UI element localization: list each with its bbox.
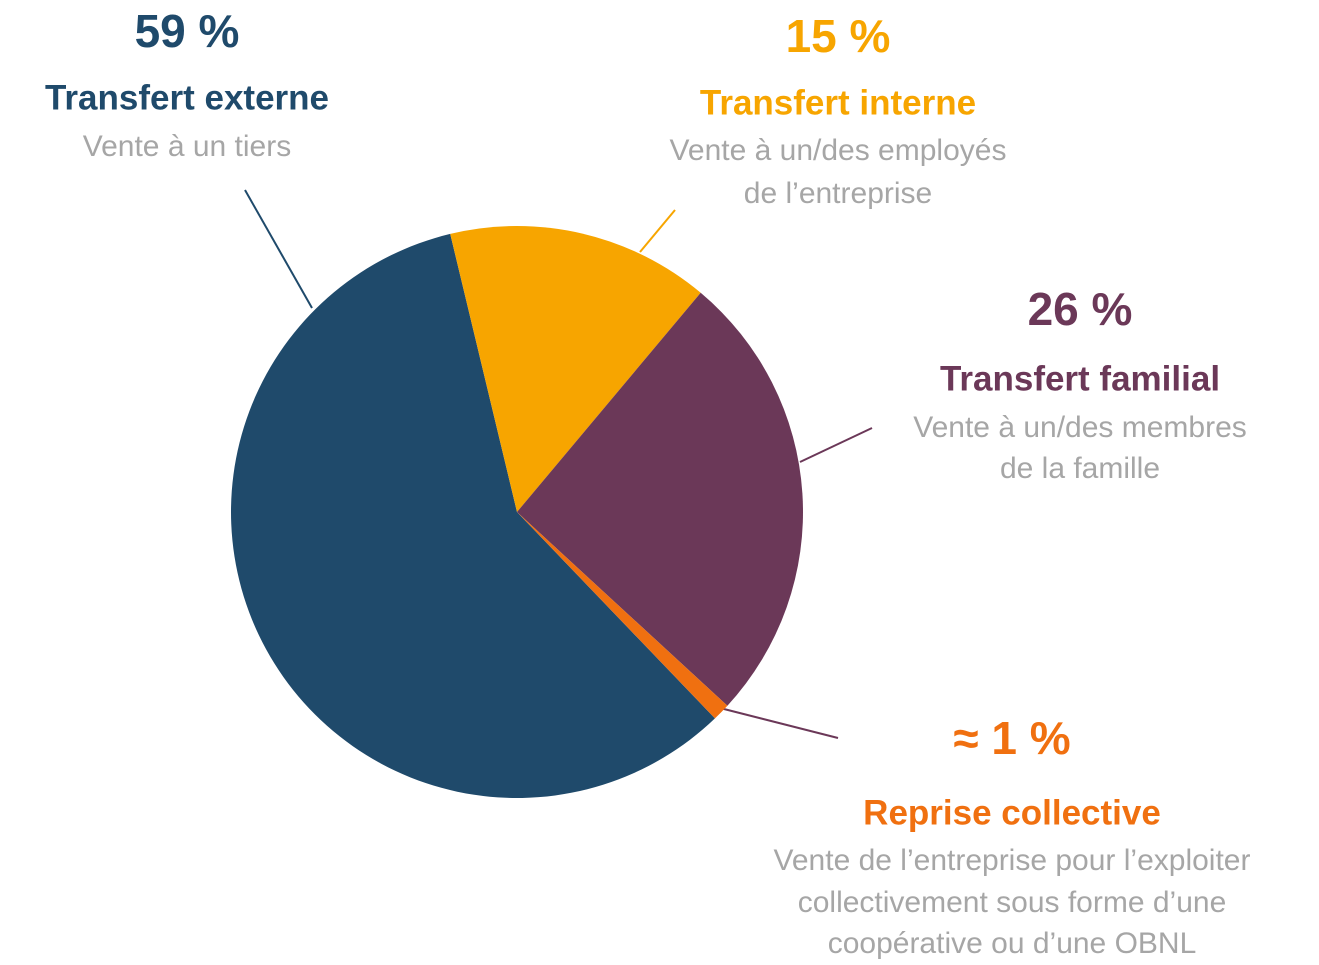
description: collectivement sous forme d’une bbox=[798, 886, 1227, 919]
category-label: Transfert interne bbox=[700, 83, 976, 122]
value-label: 59 % bbox=[135, 5, 240, 57]
description: Vente de l’entreprise pour l’exploiter bbox=[774, 844, 1251, 877]
leader-line bbox=[799, 427, 873, 463]
category-label: Transfert externe bbox=[45, 78, 329, 117]
value-label: 26 % bbox=[1028, 283, 1133, 335]
description: coopérative ou d’une OBNL bbox=[828, 927, 1197, 960]
pie-slice bbox=[517, 512, 728, 719]
value-label: ≈ 1 % bbox=[953, 712, 1070, 764]
leader-line bbox=[244, 189, 313, 309]
category-label: Transfert familial bbox=[940, 359, 1220, 398]
leader-line bbox=[719, 707, 839, 739]
description: Vente à un/des membres bbox=[913, 411, 1247, 444]
pie-slice bbox=[517, 292, 804, 706]
description: Vente à un/des employés bbox=[670, 134, 1007, 167]
leader-line bbox=[639, 209, 676, 253]
description: de l’entreprise bbox=[744, 177, 932, 210]
pie-slice bbox=[450, 226, 701, 513]
value-label: 15 % bbox=[786, 10, 891, 62]
leader-lines bbox=[244, 189, 873, 739]
description: de la famille bbox=[1000, 452, 1160, 485]
description: Vente à un tiers bbox=[83, 130, 291, 163]
category-label: Reprise collective bbox=[863, 793, 1161, 832]
pie-slice bbox=[230, 233, 715, 799]
